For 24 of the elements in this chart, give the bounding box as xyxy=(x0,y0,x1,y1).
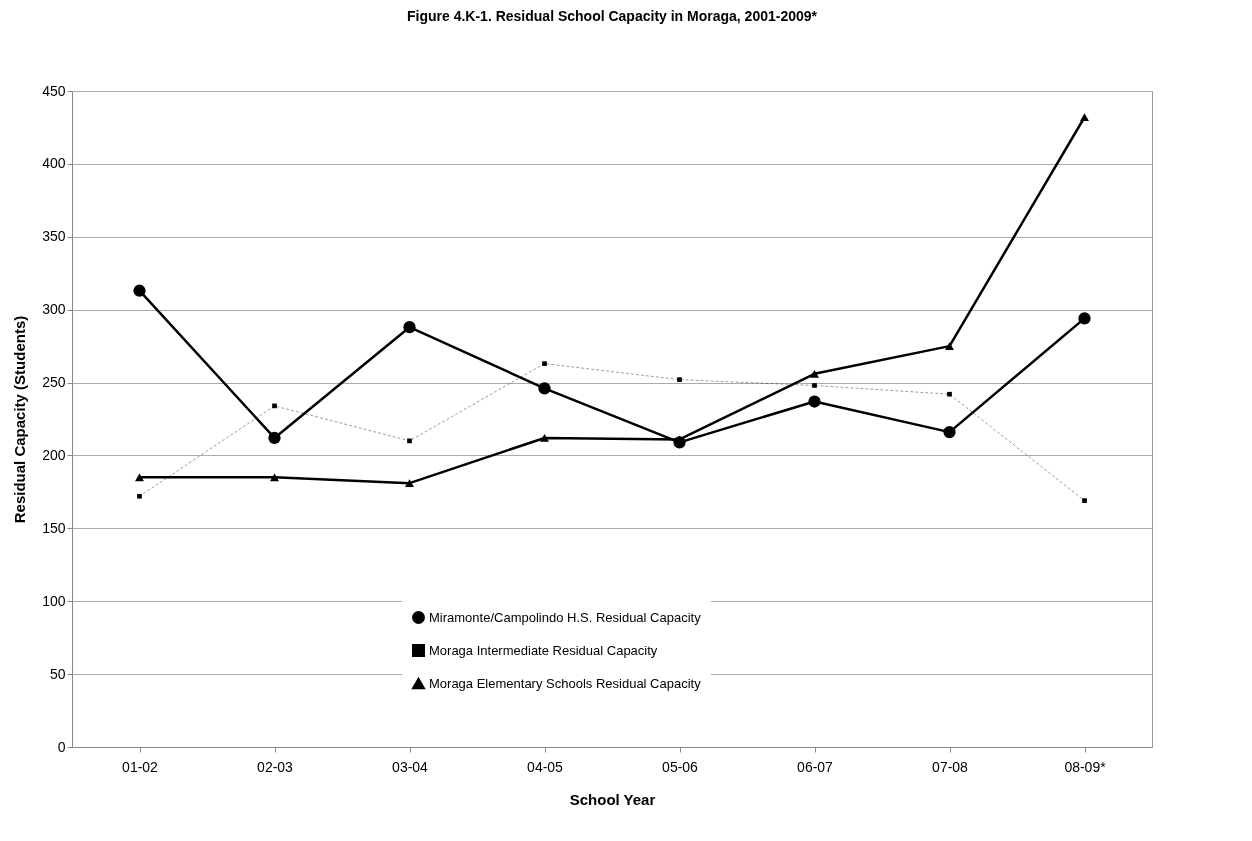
y-axis-title: Residual Capacity (Students) xyxy=(11,315,29,524)
x-tick-label: 08-09* xyxy=(1064,758,1107,775)
y-tick-label: 150 xyxy=(42,519,66,536)
x-axis-title: School Year xyxy=(569,790,656,808)
chart-title: Figure 4.K-1. Residual School Capacity in Moraga, 2001-2009* xyxy=(406,8,818,24)
y-tick-label: 350 xyxy=(42,228,66,245)
y-tick-label: 0 xyxy=(57,738,66,755)
legend-label: Miramonte/Campolindo H.S. Residual Capacity xyxy=(429,609,702,625)
y-tick-label: 250 xyxy=(42,374,66,391)
y-tick-label: 450 xyxy=(42,82,66,99)
y-tick-label: 400 xyxy=(42,155,66,172)
x-tick-label: 05-06 xyxy=(662,758,699,775)
y-tick-label: 50 xyxy=(49,665,66,682)
x-tick-label: 03-04 xyxy=(392,758,429,775)
x-tick-label: 02-03 xyxy=(257,758,294,775)
y-tick-label: 200 xyxy=(42,446,66,463)
y-tick-label: 100 xyxy=(42,592,66,609)
x-tick-label: 01-02 xyxy=(122,758,159,775)
y-tick-label: 300 xyxy=(42,301,66,318)
legend-label: Moraga Intermediate Residual Capacity xyxy=(429,642,658,658)
x-tick-label: 07-08 xyxy=(932,758,969,775)
x-tick-label: 04-05 xyxy=(527,758,564,775)
x-tick-label: 06-07 xyxy=(797,758,834,775)
legend-label: Moraga Elementary Schools Residual Capacity xyxy=(429,675,702,691)
